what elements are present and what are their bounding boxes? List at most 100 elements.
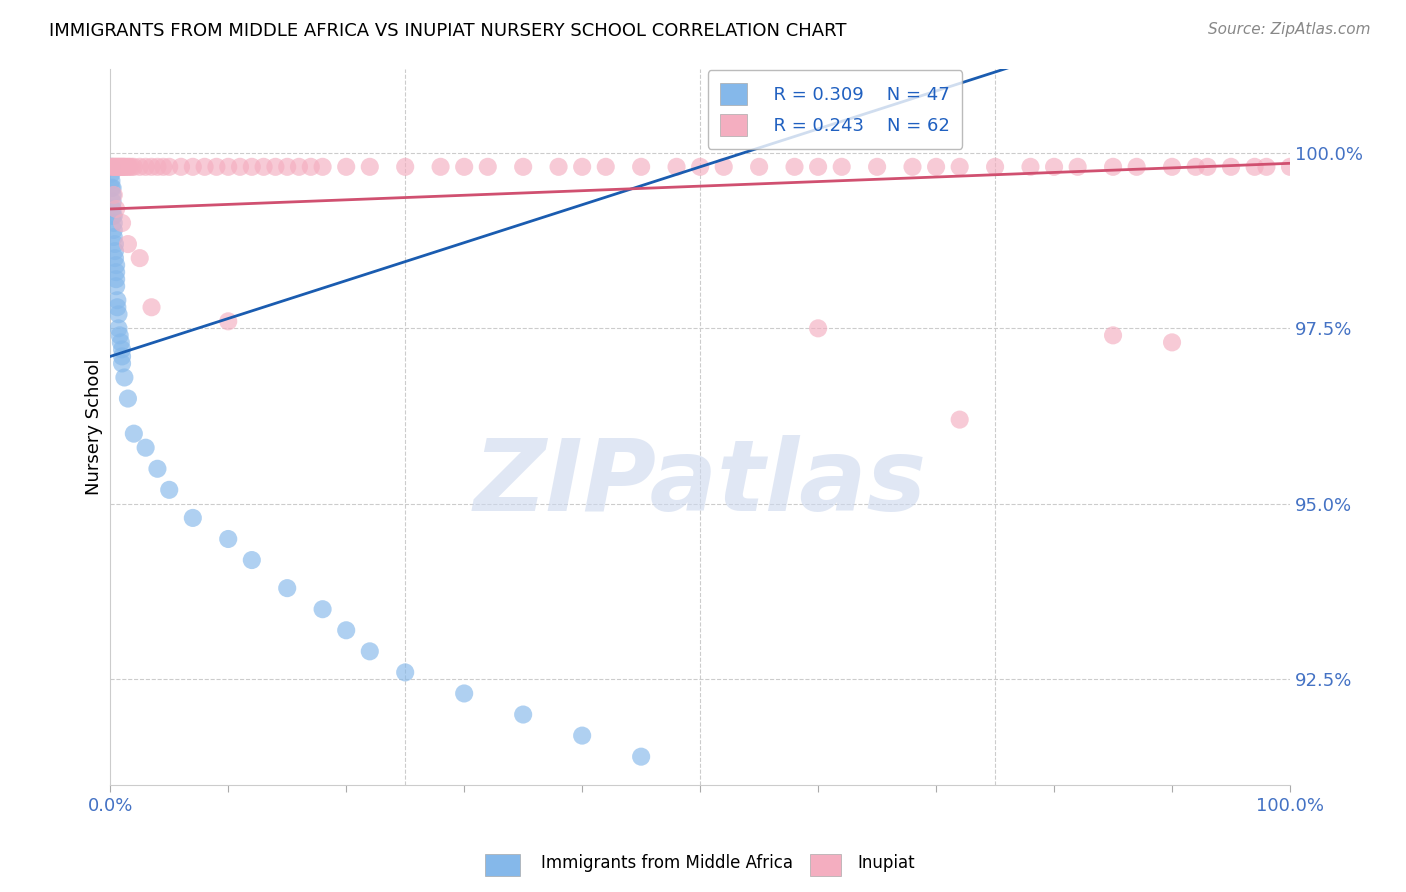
Point — [112, 370, 135, 384]
Point — [105, 279, 128, 293]
Point — [205, 160, 228, 174]
Point — [453, 160, 475, 174]
Point — [170, 160, 193, 174]
Point — [110, 160, 132, 174]
Point — [181, 160, 204, 174]
Point — [100, 167, 122, 181]
Point — [276, 581, 298, 595]
Point — [101, 202, 124, 216]
Point — [217, 314, 239, 328]
Point — [101, 160, 124, 174]
Point — [512, 707, 534, 722]
Point — [104, 244, 127, 258]
Point — [122, 426, 145, 441]
Point — [1197, 160, 1219, 174]
Point — [901, 160, 924, 174]
Point — [111, 216, 134, 230]
Point — [103, 188, 125, 202]
Point — [831, 160, 853, 174]
Point — [571, 160, 593, 174]
Point — [112, 160, 135, 174]
Point — [105, 272, 128, 286]
Point — [146, 160, 169, 174]
Point — [111, 356, 134, 370]
Point — [181, 511, 204, 525]
Point — [100, 174, 122, 188]
Point — [100, 181, 122, 195]
Point — [1019, 160, 1042, 174]
Point — [146, 462, 169, 476]
Point — [157, 483, 180, 497]
Point — [114, 160, 136, 174]
Point — [101, 209, 124, 223]
Point — [335, 160, 357, 174]
Point — [1184, 160, 1206, 174]
Point — [117, 160, 139, 174]
Point — [217, 532, 239, 546]
Point — [104, 160, 127, 174]
Point — [122, 160, 145, 174]
Point — [152, 160, 174, 174]
Point — [107, 307, 129, 321]
Point — [394, 160, 416, 174]
Point — [630, 160, 652, 174]
Point — [1066, 160, 1088, 174]
Point — [359, 644, 381, 658]
Point — [429, 160, 451, 174]
Point — [299, 160, 322, 174]
Point — [264, 160, 287, 174]
Point — [112, 160, 135, 174]
Point — [1256, 160, 1278, 174]
Point — [105, 202, 128, 216]
Point — [135, 160, 157, 174]
Point — [157, 160, 180, 174]
Point — [925, 160, 948, 174]
Point — [117, 237, 139, 252]
Point — [288, 160, 311, 174]
Text: IMMIGRANTS FROM MIDDLE AFRICA VS INUPIAT NURSERY SCHOOL CORRELATION CHART: IMMIGRANTS FROM MIDDLE AFRICA VS INUPIAT… — [49, 22, 846, 40]
Point — [547, 160, 569, 174]
Text: Source: ZipAtlas.com: Source: ZipAtlas.com — [1208, 22, 1371, 37]
Point — [1125, 160, 1147, 174]
Point — [1102, 160, 1125, 174]
Point — [949, 160, 972, 174]
Point — [105, 293, 128, 308]
Point — [141, 300, 163, 314]
Point — [107, 321, 129, 335]
Point — [117, 392, 139, 406]
Point — [110, 335, 132, 350]
Point — [111, 350, 134, 364]
Point — [111, 160, 134, 174]
Point — [101, 194, 124, 209]
Point — [101, 181, 124, 195]
Point — [1043, 160, 1066, 174]
Point — [595, 160, 617, 174]
Point — [217, 160, 239, 174]
Point — [103, 209, 125, 223]
Point — [453, 686, 475, 700]
Point — [783, 160, 806, 174]
Point — [105, 300, 128, 314]
Point — [194, 160, 217, 174]
Point — [105, 160, 128, 174]
Point — [311, 160, 333, 174]
Point — [1243, 160, 1265, 174]
Point — [240, 553, 263, 567]
Point — [571, 729, 593, 743]
Point — [477, 160, 499, 174]
Point — [108, 160, 131, 174]
Point — [689, 160, 711, 174]
Point — [1161, 335, 1184, 350]
Point — [229, 160, 252, 174]
Point — [104, 237, 127, 252]
Point — [118, 160, 141, 174]
Point — [105, 265, 128, 279]
Point — [276, 160, 298, 174]
Text: ZIPatlas: ZIPatlas — [474, 435, 927, 533]
Point — [103, 230, 125, 244]
Point — [949, 412, 972, 426]
Point — [1220, 160, 1243, 174]
Point — [866, 160, 889, 174]
Point — [394, 665, 416, 680]
Point — [104, 251, 127, 265]
